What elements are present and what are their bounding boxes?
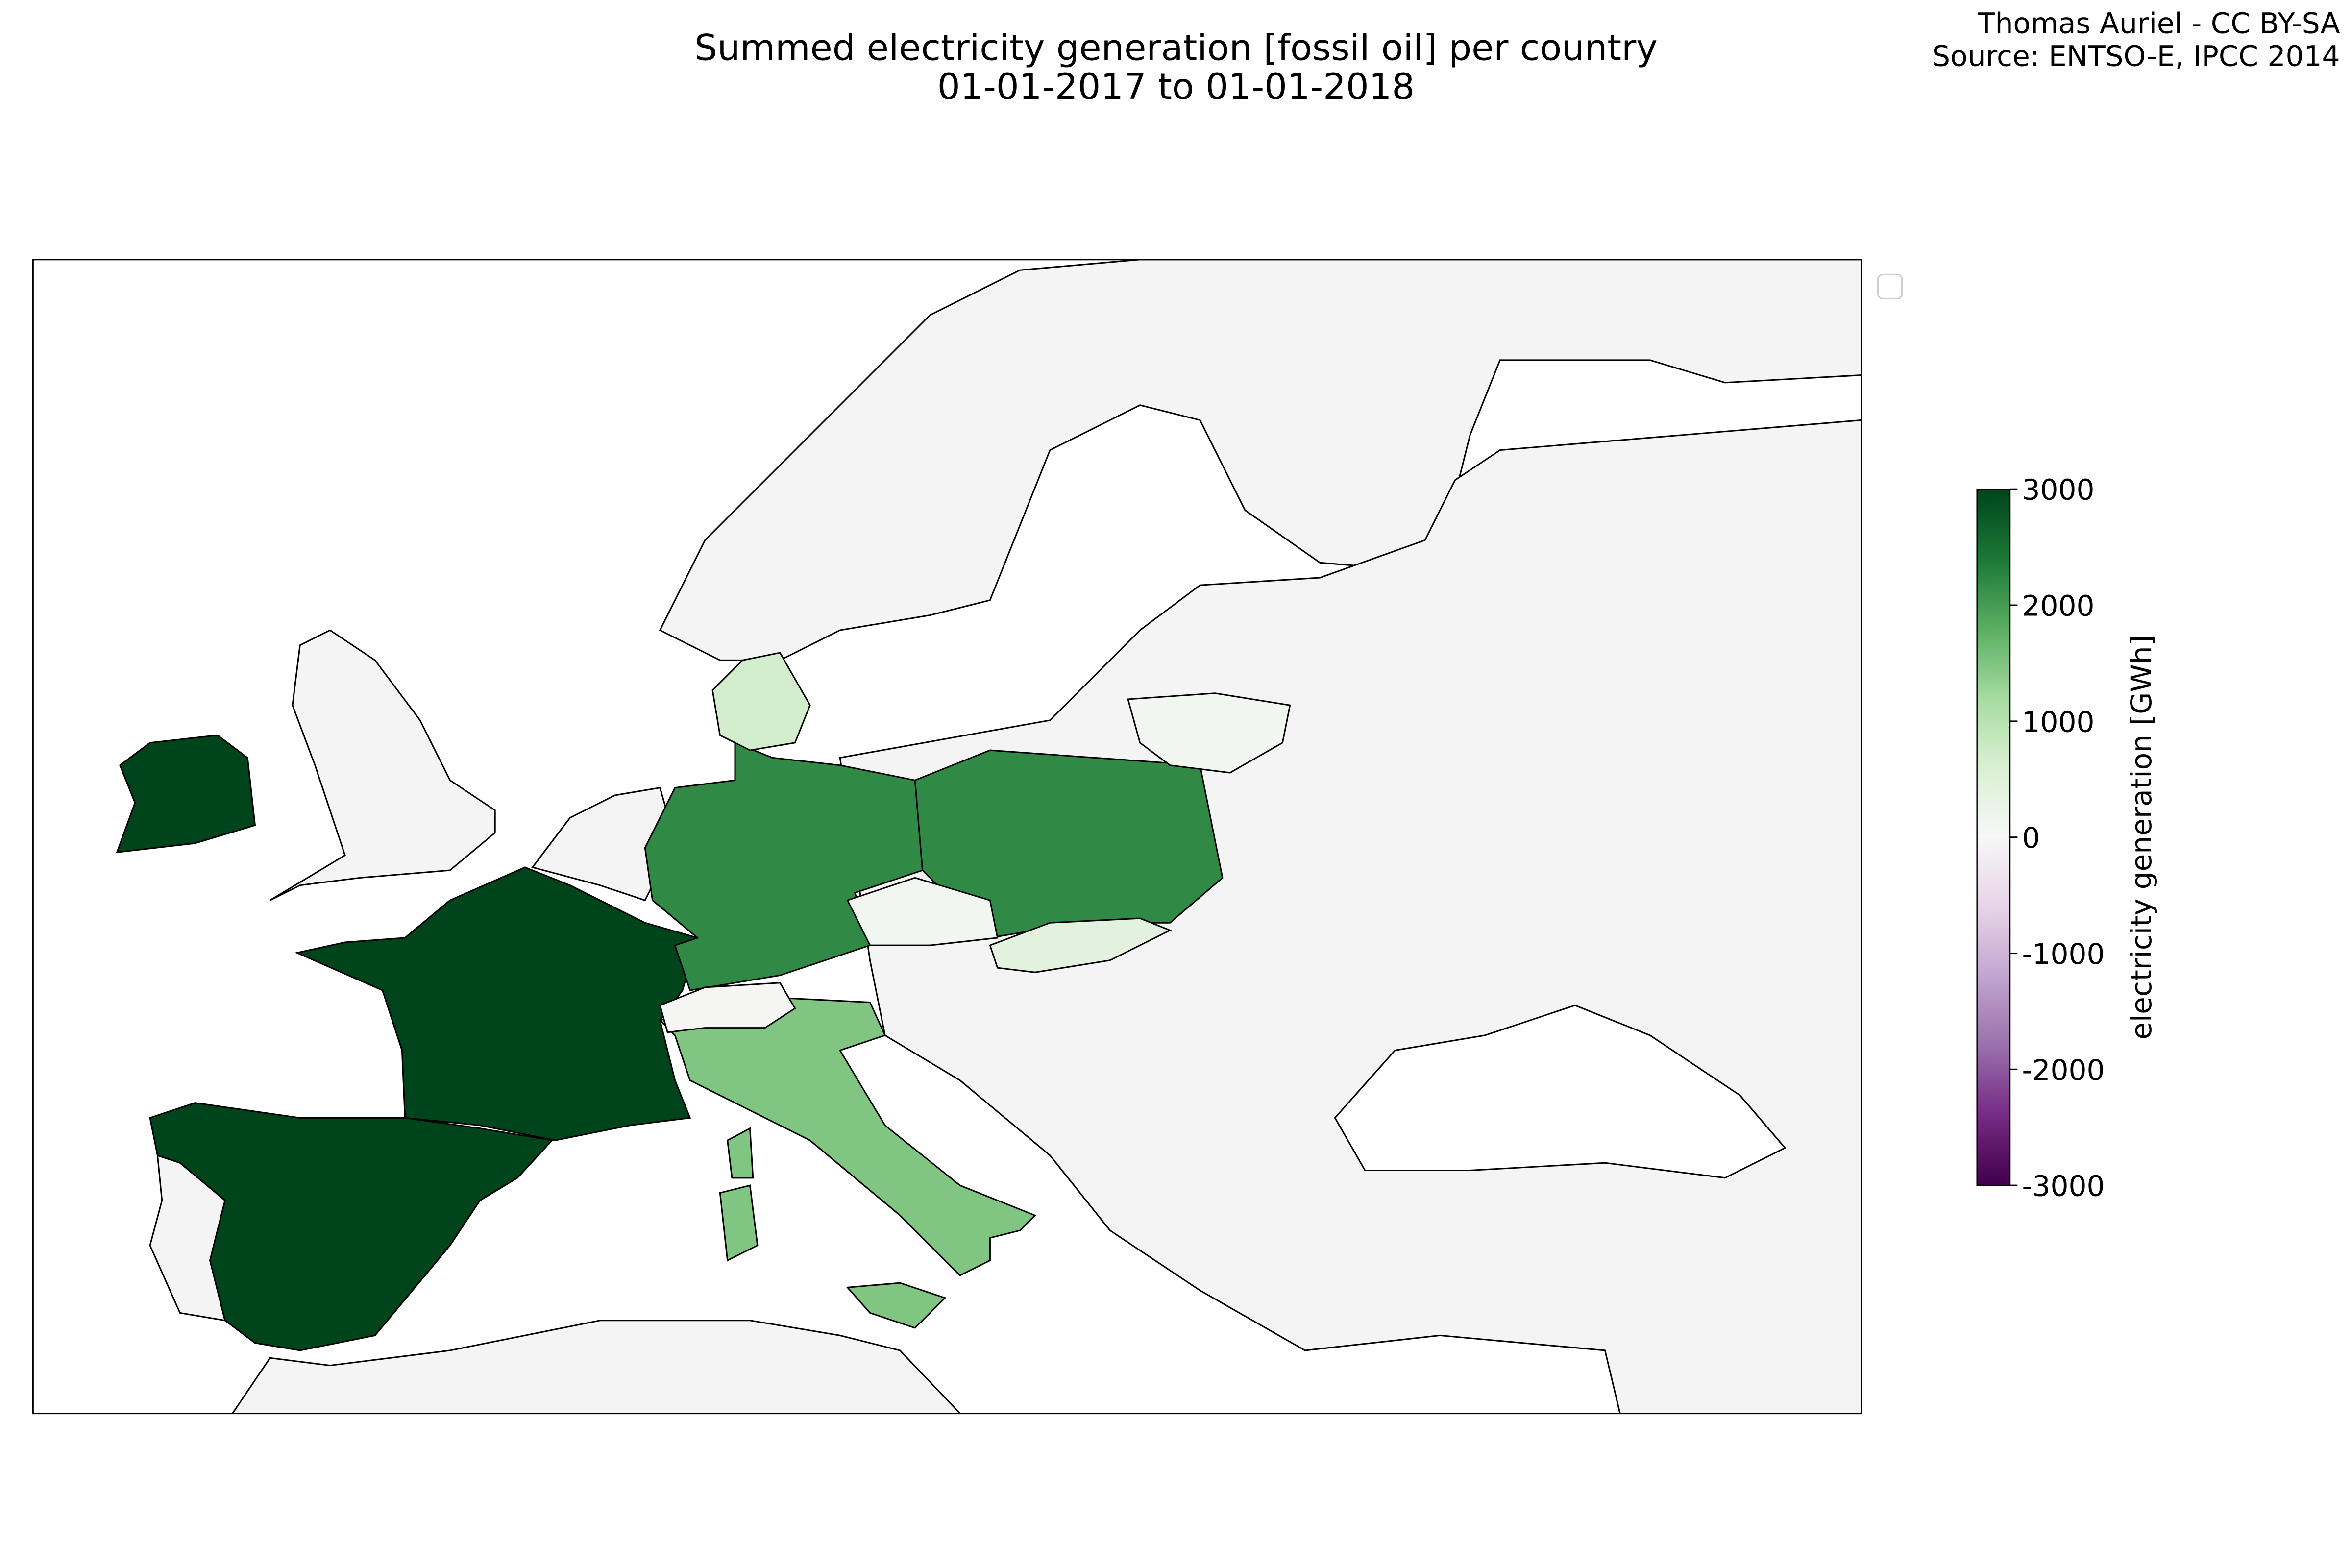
land xyxy=(839,419,1862,1414)
country xyxy=(989,917,1172,973)
land xyxy=(231,1320,961,1414)
country xyxy=(659,997,1036,1276)
attribution: Thomas Auriel - CC BY-SA xyxy=(1977,6,2340,40)
country xyxy=(1127,692,1291,774)
country xyxy=(659,982,796,1033)
country xyxy=(846,877,999,946)
country xyxy=(149,1102,554,1351)
colorbar-tick-label: 2000 xyxy=(2022,589,2095,623)
country xyxy=(727,1127,754,1179)
colorbar-tick-label: -2000 xyxy=(2022,1054,2105,1087)
colorbar-tick-label: 1000 xyxy=(2022,705,2095,738)
colorbar-tick-label: -1000 xyxy=(2022,937,2105,971)
land xyxy=(270,629,496,901)
country xyxy=(711,652,811,751)
sea xyxy=(1334,1004,1787,1179)
country xyxy=(719,1184,759,1262)
colorbar-tick-label: -3000 xyxy=(2022,1170,2105,1203)
attribution: Source: ENTSO-E, IPCC 2014 xyxy=(1932,40,2340,73)
map-frame xyxy=(32,259,1862,1415)
map-area xyxy=(116,259,1862,1414)
colorbar-tick-label: 3000 xyxy=(2022,473,2095,507)
subtitle: 01-01-2017 to 01-01-2018 xyxy=(937,66,1415,108)
country xyxy=(846,1282,947,1329)
colorbar-tick-label: 0 xyxy=(2022,821,2040,855)
title: Summed electricity generation [fossil oi… xyxy=(694,27,1658,69)
country xyxy=(644,741,924,991)
colorbar xyxy=(1976,489,2011,1186)
legend-box xyxy=(1877,273,1903,299)
country xyxy=(116,734,256,854)
colorbar-label: electricity generation [GWh] xyxy=(2125,635,2158,1040)
